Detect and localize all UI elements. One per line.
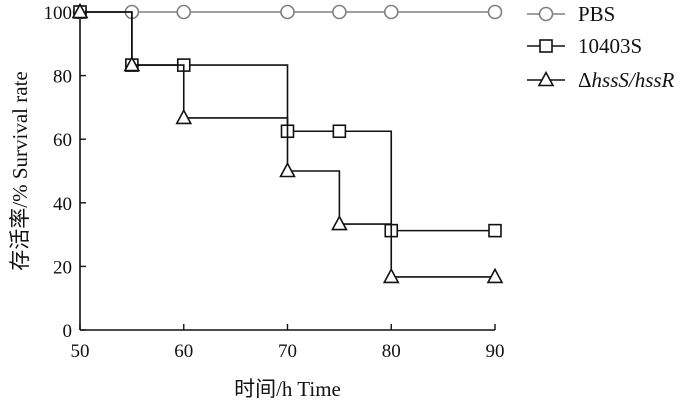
data-point-triangle: [175, 108, 193, 125]
data-point-circle: [332, 4, 347, 20]
legend-label: PBS: [578, 2, 615, 26]
legend-marker-circle: [538, 6, 554, 22]
data-point-square: [488, 223, 502, 238]
data-point-circle: [383, 4, 399, 20]
series-line: [80, 11, 495, 278]
series-triangle: [71, 2, 504, 284]
y-tick-label: 80: [53, 67, 72, 88]
y-tick-label: 20: [53, 257, 72, 278]
data-point-triangle: [279, 161, 296, 178]
data-point-triangle: [71, 2, 89, 19]
x-tick-label: 60: [174, 341, 193, 362]
y-axis-label: 存活率/% Survival rate: [8, 71, 32, 270]
legend-label: 10403S: [578, 34, 642, 58]
data-point-triangle: [331, 214, 348, 231]
data-point-circle: [487, 4, 503, 20]
data-point-triangle: [486, 267, 504, 284]
legend-item: ΔhssS/hssR: [527, 68, 675, 92]
x-tick-label: 70: [278, 341, 297, 362]
axis-ticks: 50 60 70 80 90 0 20 40 60 80 100: [44, 3, 505, 362]
legend-marker-triangle: [537, 70, 555, 87]
series-circle: [72, 4, 503, 20]
y-tick-label: 40: [53, 194, 72, 215]
y-tick-label: 0: [63, 321, 73, 342]
x-axis-label: 时间/h Time: [234, 377, 341, 401]
data-point-circle: [176, 4, 192, 20]
legend-marker-square: [539, 39, 553, 53]
data-point-square: [332, 124, 347, 139]
legend-item: PBS: [527, 2, 615, 26]
series-layer: [71, 2, 504, 284]
data-point-triangle: [382, 267, 400, 284]
x-tick-label: 90: [486, 341, 505, 362]
legend: PBS 10403S ΔhssS/hssR: [527, 2, 675, 92]
legend-item: 10403S: [527, 34, 642, 58]
x-tick-label: 50: [71, 341, 90, 362]
data-point-triangle: [123, 55, 141, 72]
x-tick-label: 80: [382, 341, 401, 362]
y-tick-label: 60: [53, 130, 72, 151]
y-tick-label: 100: [44, 3, 73, 24]
legend-label: ΔhssS/hssR: [578, 68, 675, 92]
data-point-circle: [280, 4, 295, 20]
